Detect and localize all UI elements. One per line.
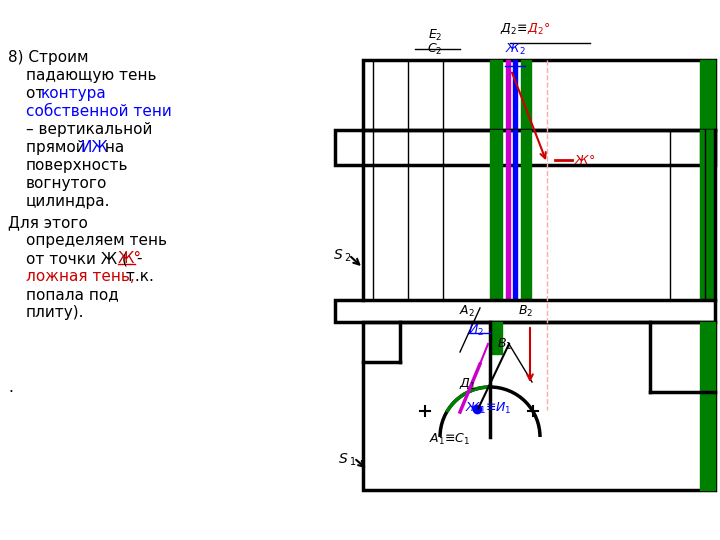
Text: цилиндра.: цилиндра. [26, 194, 110, 209]
Text: т.к.: т.к. [121, 269, 154, 284]
Text: $E_2$: $E_2$ [428, 28, 442, 43]
Text: поверхность: поверхность [26, 158, 128, 173]
Text: $Д_1$: $Д_1$ [459, 377, 475, 391]
Text: от точки Ж (: от точки Ж ( [26, 251, 128, 266]
Bar [490, 130, 502, 300]
Bar [490, 322, 502, 354]
Text: собственной тени: собственной тени [26, 104, 172, 119]
Bar [506, 60, 510, 130]
Text: $Ж_2$: $Ж_2$ [505, 42, 526, 57]
Bar [490, 60, 502, 130]
Text: $Д_2°$: $Д_2°$ [527, 22, 550, 36]
Text: $Д_2$≡: $Д_2$≡ [500, 22, 527, 36]
Bar [700, 130, 715, 165]
Bar [521, 130, 531, 300]
Text: попала под: попала под [26, 287, 119, 302]
Bar [506, 130, 510, 300]
Text: от: от [26, 86, 49, 101]
Bar [363, 322, 715, 490]
Text: $B_1$: $B_1$ [498, 337, 513, 352]
Text: контура: контура [41, 86, 107, 101]
Text: ИЖ: ИЖ [80, 140, 108, 155]
Text: $S\,_2$: $S\,_2$ [333, 248, 351, 265]
Text: 8) Строим: 8) Строим [8, 50, 89, 65]
Text: Ж°: Ж° [118, 251, 142, 266]
Text: $Ж°$: $Ж°$ [574, 153, 595, 166]
Text: ложная тень,: ложная тень, [26, 269, 135, 284]
Text: $B_2$: $B_2$ [518, 304, 534, 319]
Text: $И_2$: $И_2$ [468, 323, 484, 338]
Text: $A_2$: $A_2$ [459, 304, 475, 319]
Text: падающую тень: падающую тень [26, 68, 156, 83]
Text: .: . [8, 380, 13, 395]
Text: прямой: прямой [26, 140, 91, 155]
Bar [521, 60, 531, 130]
Bar [335, 300, 715, 322]
Bar [700, 60, 715, 130]
Text: $C_2$: $C_2$ [428, 42, 443, 57]
Bar [335, 130, 715, 165]
Text: вогнутого: вогнутого [26, 176, 107, 191]
Text: -: - [136, 251, 142, 266]
Bar [513, 130, 517, 300]
Text: плиту).: плиту). [26, 305, 84, 320]
Bar [700, 322, 715, 490]
Text: $A_1$≡$C_1$: $A_1$≡$C_1$ [429, 432, 471, 447]
Text: $Ж_1$≡$И_1$: $Ж_1$≡$И_1$ [465, 401, 512, 416]
Bar [363, 60, 715, 130]
Text: – вертикальной: – вертикальной [26, 122, 153, 137]
Text: $S\,_1$: $S\,_1$ [338, 452, 356, 468]
Text: на: на [100, 140, 125, 155]
Bar [513, 60, 517, 130]
Text: Для этого: Для этого [8, 215, 88, 230]
Text: определяем тень: определяем тень [26, 233, 167, 248]
Bar [700, 130, 715, 300]
